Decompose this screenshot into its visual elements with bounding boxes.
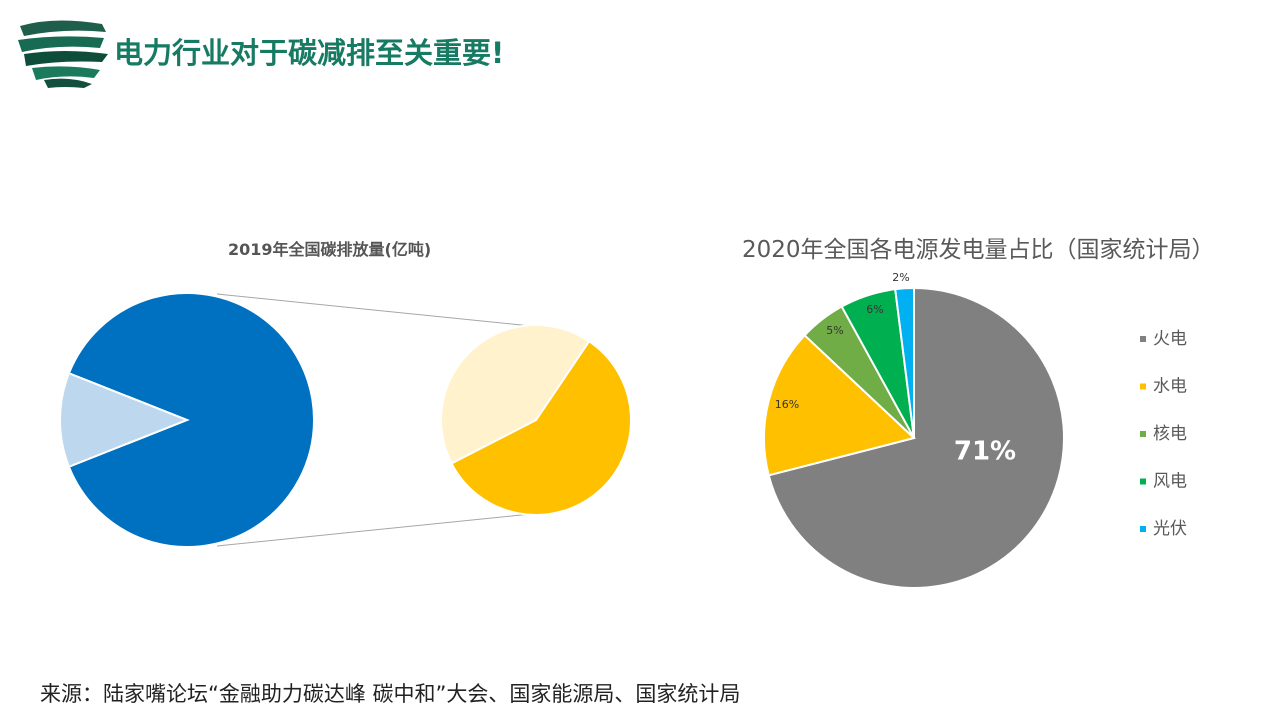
breakout-slice-major [450, 339, 632, 517]
data-label-thermal: 71% [954, 437, 1016, 467]
legend-swatch-solar [1140, 526, 1146, 532]
connector-line-top [216, 293, 532, 327]
page-title: 电力行业对于碳减排至关重要! [114, 36, 505, 70]
emissions-slice-minor [59, 371, 190, 469]
legend-swatch-hydro [1140, 383, 1146, 390]
chart-title-emissions: 2019年全国碳排放量(亿吨) [228, 240, 432, 259]
legend-swatch-nuclear [1140, 431, 1146, 437]
legend-swatch-wind [1140, 478, 1146, 485]
legend-label-nuclear: 核电 [1153, 424, 1187, 444]
legend-label-wind: 风电 [1153, 472, 1187, 492]
header: 电力行业对于碳减排至关重要! [0, 0, 1280, 100]
pie-slice-hydro [763, 333, 917, 477]
data-label-solar: 2% [892, 271, 909, 284]
legend-label-thermal: 火电 [1153, 329, 1187, 349]
emissions-slice-main [67, 292, 315, 548]
chart-title-generation: 2020年全国各电源发电量占比（国家统计局） [742, 237, 1215, 263]
breakout-slice-minor [440, 324, 591, 465]
connector-line-bottom [216, 513, 532, 547]
legend-label-hydro: 水电 [1153, 377, 1187, 397]
source-note: 来源：陆家嘴论坛“金融助力碳达峰 碳中和”大会、国家能源局、国家统计局 [40, 682, 741, 706]
emissions-pie-chart [59, 292, 632, 548]
data-label-hydro: 16% [775, 398, 799, 411]
data-label-nuclear: 5% [826, 324, 843, 337]
pie-slice-thermal [767, 286, 1065, 589]
legend-swatch-thermal [1140, 336, 1146, 342]
pie-slice-solar [894, 286, 915, 439]
brush-stroke-logo [18, 20, 108, 88]
legend-label-solar: 光伏 [1153, 519, 1187, 539]
data-label-wind: 6% [866, 303, 883, 316]
